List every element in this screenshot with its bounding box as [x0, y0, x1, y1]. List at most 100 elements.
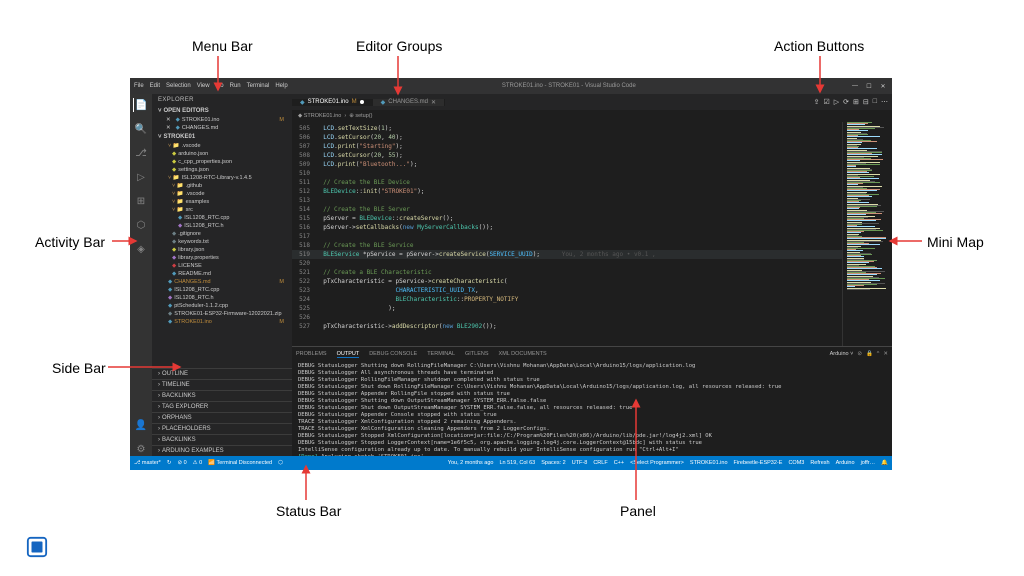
file-item[interactable]: ◆ LICENSE — [154, 262, 292, 270]
menu-file[interactable]: File — [134, 83, 144, 89]
activity-account-icon[interactable]: 👤 — [134, 418, 148, 432]
editor-action-icon[interactable]: □ — [873, 98, 877, 106]
open-editor-item[interactable]: ✕◆ STROKE01.inoM — [152, 116, 292, 124]
sidebar-section[interactable]: › BACKLINKS — [152, 390, 292, 401]
breadcrumb-item[interactable]: ⊕ setup() — [349, 113, 372, 119]
folder-item[interactable]: ˅ 📁 .vscode — [154, 142, 292, 150]
panel-output[interactable]: DEBUG StatusLogger Shutting down Rolling… — [292, 361, 892, 456]
file-item[interactable]: ◆ library.properties — [154, 254, 292, 262]
status-item[interactable]: Refresh — [810, 460, 829, 466]
file-item[interactable]: ◆ settings.json — [154, 166, 292, 174]
menu-help[interactable]: Help — [275, 83, 287, 89]
status-item[interactable]: Firebeetle-ESP32-E — [734, 460, 783, 466]
panel-tab[interactable]: XML DOCUMENTS — [499, 351, 547, 357]
file-item[interactable]: ◆ ISL1208_RTC.cpp — [154, 214, 292, 222]
editor-tab[interactable]: ◆ STROKE01.ino M — [292, 99, 373, 106]
file-item[interactable]: ◆ ISL1208_RTC.cpp — [154, 286, 292, 294]
status-item[interactable]: <Select Programmer> — [630, 460, 684, 466]
panel-lock-icon[interactable]: 🔒 — [866, 351, 873, 357]
editor[interactable]: 505 LCD.setTextSize(1);506 LCD.setCursor… — [292, 122, 842, 346]
status-item[interactable]: UTF-8 — [572, 460, 588, 466]
menu-terminal[interactable]: Terminal — [247, 83, 270, 89]
file-item[interactable]: ◆ CHANGES.mdM — [154, 278, 292, 286]
folder-item[interactable]: ˅ 📁 ISL1208-RTC-Library-v.1.4.5 — [154, 174, 292, 182]
minimize-button[interactable]: — — [850, 83, 860, 90]
panel-tab[interactable]: PROBLEMS — [296, 351, 327, 357]
file-item[interactable]: ◆ c_cpp_properties.json — [154, 158, 292, 166]
editor-action-icon[interactable]: ⇪ — [814, 98, 820, 106]
file-item[interactable]: ◆ keywords.txt — [154, 238, 292, 246]
status-item[interactable]: STROKE01.ino — [690, 460, 728, 466]
status-item[interactable]: Ln 519, Col 63 — [499, 460, 535, 466]
file-item[interactable]: ◆ STROKE01-ESP32-Firmware-12022021.zip — [154, 310, 292, 318]
folder-item[interactable]: ˅ 📁 .vscode — [154, 190, 292, 198]
file-item[interactable]: ◆ arduino.json — [154, 150, 292, 158]
sidebar-section[interactable]: › PLACEHOLDERS — [152, 423, 292, 434]
panel-tab[interactable]: TERMINAL — [427, 351, 455, 357]
workspace-root[interactable]: ˅STROKE01 — [152, 132, 292, 142]
editor-action-icon[interactable]: ☑ — [823, 98, 829, 106]
menu-run[interactable]: Run — [230, 83, 241, 89]
editor-action-icon[interactable]: ⊟ — [863, 98, 869, 106]
menu-selection[interactable]: Selection — [166, 83, 191, 89]
menu-view[interactable]: View — [197, 83, 210, 89]
sidebar-section[interactable]: › OUTLINE — [152, 368, 292, 379]
activity-extensions-icon[interactable]: ⊞ — [134, 194, 148, 208]
panel-tab[interactable]: DEBUG CONSOLE — [369, 351, 417, 357]
status-item[interactable]: CRLF — [593, 460, 607, 466]
open-editor-item[interactable]: ✕◆ CHANGES.md — [152, 124, 292, 132]
file-item[interactable]: ◆ ptScheduler-1.1.2.cpp — [154, 302, 292, 310]
activity-scm-icon[interactable]: ⎇ — [134, 146, 148, 160]
panel-tab[interactable]: GITLENS — [465, 351, 489, 357]
status-item[interactable]: Spaces: 2 — [541, 460, 565, 466]
editor-action-icon[interactable]: ⋯ — [881, 98, 888, 106]
open-editors-header[interactable]: ˅OPEN EDITORS — [152, 106, 292, 116]
status-item[interactable]: ⬡ — [278, 460, 283, 466]
output-channel-dropdown[interactable]: Arduino ˅ — [830, 351, 854, 357]
minimap[interactable] — [842, 122, 892, 346]
status-item[interactable]: C++ — [614, 460, 624, 466]
status-item[interactable]: Arduino — [836, 460, 855, 466]
sidebar-section[interactable]: › ARDUINO EXAMPLES — [152, 445, 292, 456]
editor-action-icon[interactable]: ⟳ — [843, 98, 849, 106]
activity-debug-icon[interactable]: ▷ — [134, 170, 148, 184]
folder-item[interactable]: ˅ 📁 .github — [154, 182, 292, 190]
panel-clear-icon[interactable]: ⊘ — [857, 351, 862, 357]
file-item[interactable]: ◆ README.md — [154, 270, 292, 278]
status-item[interactable]: COM3 — [788, 460, 804, 466]
status-item[interactable]: ⚠ 0 — [193, 460, 203, 466]
file-item[interactable]: ◆ STROKE01.inoM — [154, 318, 292, 326]
editor-action-icon[interactable]: ▷ — [834, 98, 839, 106]
panel-close-icon[interactable]: ✕ — [883, 351, 888, 357]
file-item[interactable]: ◆ ISL1208_RTC.h — [154, 294, 292, 302]
breadcrumb-item[interactable]: ◆ STROKE01.ino — [298, 113, 341, 119]
activity-explorer-icon[interactable]: 📄 — [133, 98, 147, 112]
file-item[interactable]: ◆ .gitignore — [154, 230, 292, 238]
activity-remote-icon[interactable]: ⬡ — [134, 218, 148, 232]
activity-test-icon[interactable]: ◈ — [134, 242, 148, 256]
activity-settings-icon[interactable]: ⚙ — [134, 442, 148, 456]
menu-go[interactable]: Go — [216, 83, 224, 89]
folder-item[interactable]: ˅ 📁 examples — [154, 198, 292, 206]
close-button[interactable]: ✕ — [878, 83, 888, 90]
breadcrumb[interactable]: ◆ STROKE01.ino›⊕ setup() — [292, 110, 892, 122]
folder-item[interactable]: ˅ 📁 src — [154, 206, 292, 214]
editor-tab[interactable]: ◆ CHANGES.md ✕ — [373, 99, 445, 106]
editor-action-icon[interactable]: ⊞ — [853, 98, 859, 106]
status-item[interactable]: ⊘ 0 — [177, 460, 186, 466]
status-item[interactable]: joffr… — [861, 460, 876, 466]
maximize-button[interactable]: ☐ — [864, 83, 874, 90]
status-item[interactable]: ↻ — [167, 460, 172, 466]
menu-edit[interactable]: Edit — [150, 83, 160, 89]
sidebar-section[interactable]: › ORPHANS — [152, 412, 292, 423]
status-item[interactable]: 🔔 — [881, 460, 888, 466]
status-item[interactable]: 📶 Terminal Disconnected — [208, 460, 272, 466]
status-item[interactable]: You, 2 months ago — [448, 460, 494, 466]
sidebar-section[interactable]: › TIMELINE — [152, 379, 292, 390]
panel-tab[interactable]: OUTPUT — [337, 351, 360, 358]
file-item[interactable]: ◆ library.json — [154, 246, 292, 254]
panel-maximize-icon[interactable]: ^ — [877, 351, 880, 357]
file-item[interactable]: ◆ ISL1208_RTC.h — [154, 222, 292, 230]
status-item[interactable]: ⎇ master* — [134, 460, 161, 466]
sidebar-section[interactable]: › BACKLINKS — [152, 434, 292, 445]
